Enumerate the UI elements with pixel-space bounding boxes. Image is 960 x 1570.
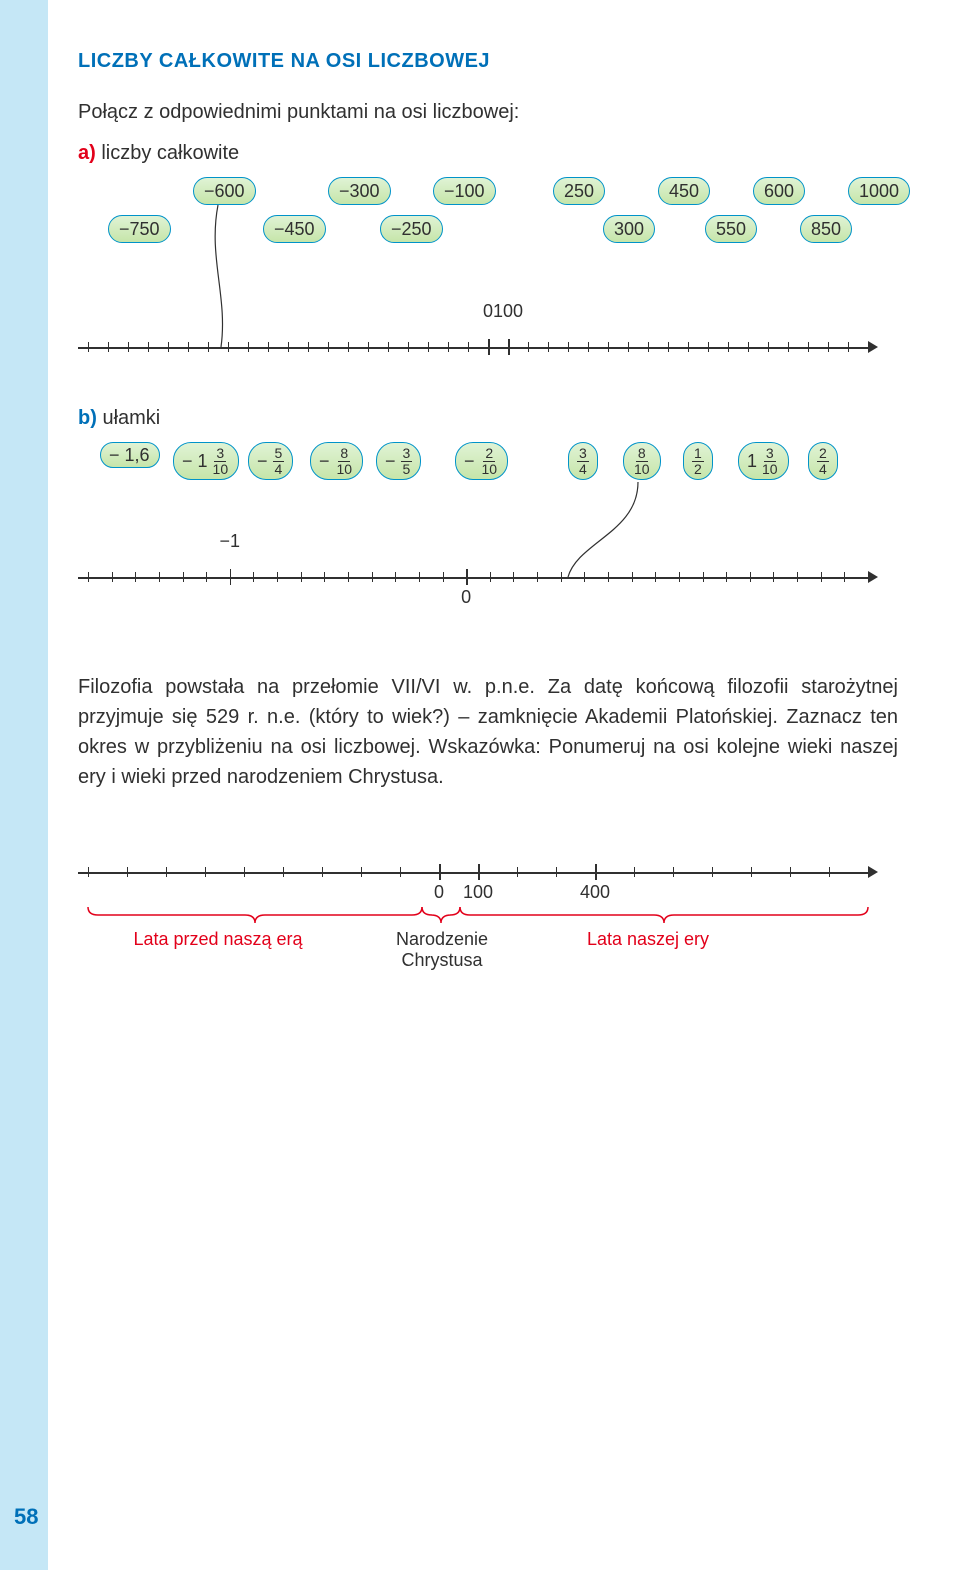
era-label: NarodzenieChrystusa [342, 929, 542, 971]
axis-label: 100 [493, 301, 523, 322]
era-label: Lata naszej ery [548, 929, 748, 950]
section-b-letter: b) [78, 407, 97, 429]
axis-label: 100 [463, 882, 493, 903]
number-line: −10 [78, 557, 878, 597]
section-b-label: ułamki [102, 407, 160, 429]
axis-label: 0 [461, 587, 471, 608]
connector-curve [78, 442, 898, 642]
diagram-a: −600−300−1002504506001000−750−450−250300… [78, 177, 898, 387]
axis-label: 400 [580, 882, 610, 903]
page-number: 58 [14, 1504, 38, 1530]
philosophy-paragraph: Filozofia powstała na przełomie VII/VI w… [78, 672, 898, 792]
section-b-heading: b) ułamki [78, 407, 898, 430]
section-a-heading: a) liczby całkowite [78, 142, 898, 165]
axis-label: −1 [220, 531, 241, 552]
page-title: LICZBY CAŁKOWITE NA OSI LICZBOWEJ [78, 50, 898, 73]
era-brace [422, 907, 460, 929]
era-brace [88, 907, 422, 929]
section-a-label: liczby całkowite [101, 142, 239, 164]
diagram-b: −1,6−1310−54−810−35−2103481012131024−10 [78, 442, 898, 642]
era-label: Lata przed naszą erą [118, 929, 318, 950]
era-brace [460, 907, 868, 929]
diagram-c: 0100400Lata przed naszą erąNarodzenieChr… [78, 832, 898, 992]
axis-label: 0 [483, 301, 493, 322]
number-line: 0100400 [78, 852, 878, 892]
instruction-text: Połącz z odpowiednimi punktami na osi li… [78, 101, 898, 124]
number-line: 0100 [78, 327, 878, 367]
axis-label: 0 [434, 882, 444, 903]
section-a-letter: a) [78, 142, 96, 164]
page-content: LICZBY CAŁKOWITE NA OSI LICZBOWEJ Połącz… [78, 50, 898, 992]
page-sidebar [0, 0, 48, 1570]
